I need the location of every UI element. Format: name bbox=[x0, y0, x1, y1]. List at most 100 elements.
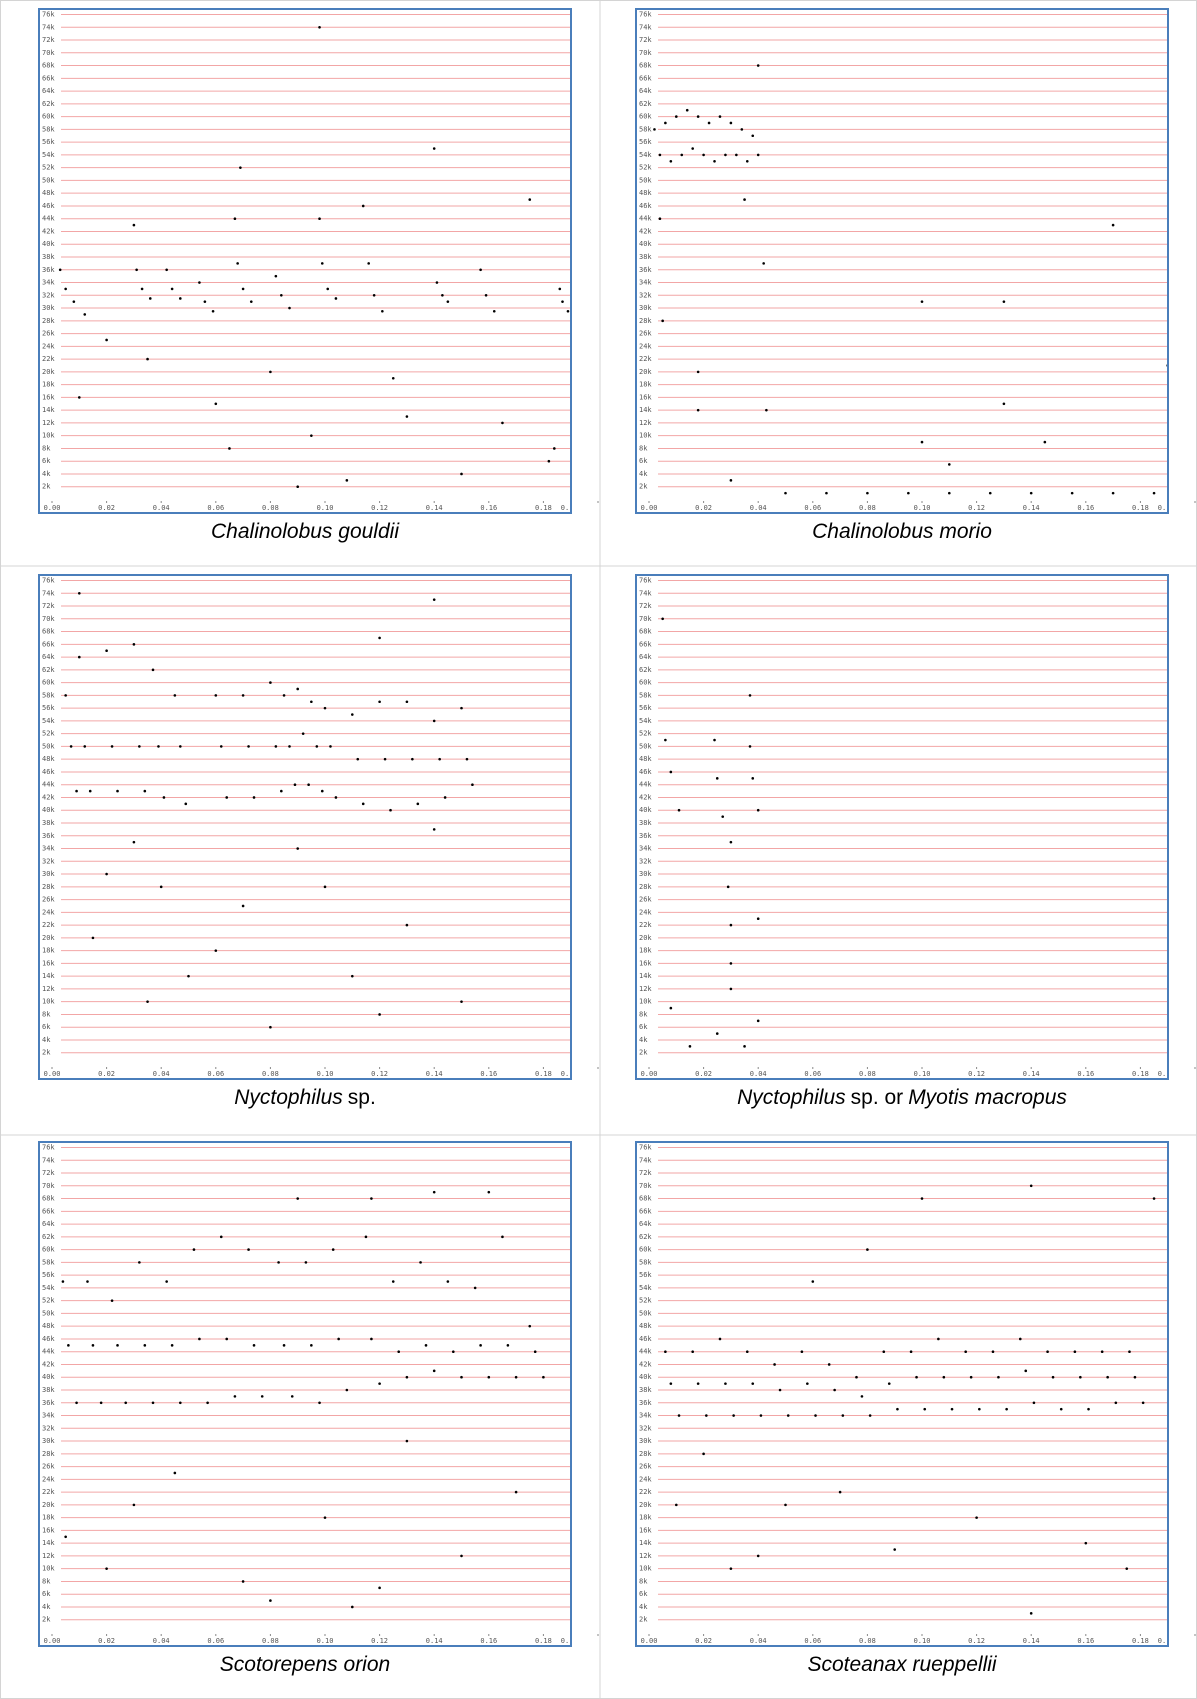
y-tick-label: 48k bbox=[639, 1322, 652, 1330]
y-tick-label: 76k bbox=[639, 577, 652, 585]
y-tick-label: 58k bbox=[639, 691, 652, 699]
data-point bbox=[269, 1599, 272, 1602]
y-tick-label: 40k bbox=[42, 806, 55, 814]
data-point bbox=[907, 492, 910, 495]
x-tick-label: 0. bbox=[1158, 1637, 1166, 1645]
y-tick-label: 68k bbox=[639, 62, 652, 70]
y-tick-label: 56k bbox=[639, 1271, 652, 1279]
data-point bbox=[362, 803, 365, 806]
data-point bbox=[78, 656, 81, 659]
x-tick-label: 0. bbox=[561, 504, 569, 512]
data-point bbox=[174, 694, 177, 697]
y-tick-label: 34k bbox=[639, 1412, 652, 1420]
y-tick-label: 24k bbox=[639, 342, 652, 350]
data-point bbox=[135, 268, 138, 271]
data-point bbox=[689, 1045, 692, 1048]
data-point bbox=[419, 1261, 422, 1264]
data-point bbox=[702, 1453, 705, 1456]
y-tick-label: 74k bbox=[639, 589, 652, 597]
data-point bbox=[433, 598, 436, 601]
data-point bbox=[1134, 1376, 1137, 1379]
y-tick-label: 56k bbox=[639, 138, 652, 146]
data-point bbox=[321, 262, 324, 265]
data-point bbox=[351, 1606, 354, 1609]
y-tick-label: 30k bbox=[42, 870, 55, 878]
caption-part: Scoteanax rueppellii bbox=[807, 1653, 997, 1676]
data-point bbox=[558, 288, 561, 291]
data-point bbox=[1115, 1401, 1118, 1404]
y-tick-label: 56k bbox=[42, 138, 55, 146]
data-point bbox=[225, 796, 228, 799]
data-point bbox=[193, 1248, 196, 1251]
y-tick-label: 42k bbox=[639, 1360, 652, 1368]
data-point bbox=[250, 300, 253, 303]
x-tick-label: 0.08 bbox=[859, 504, 876, 512]
y-tick-label: 18k bbox=[639, 947, 652, 955]
y-tick-label: 46k bbox=[639, 1335, 652, 1343]
data-point bbox=[335, 297, 338, 300]
y-tick-label: 54k bbox=[639, 717, 652, 725]
y-tick-label: 24k bbox=[42, 908, 55, 916]
data-point bbox=[220, 1236, 223, 1239]
data-point bbox=[951, 1408, 954, 1411]
y-tick-label: 48k bbox=[42, 755, 55, 763]
caption: Nyctophilussp. bbox=[234, 1086, 376, 1109]
data-point bbox=[664, 122, 667, 125]
plot-background bbox=[39, 9, 571, 513]
data-point bbox=[111, 1299, 114, 1302]
data-point bbox=[1153, 492, 1156, 495]
caption: Scotorepens orion bbox=[220, 1653, 390, 1676]
spectrogram-panel: 2k4k6k8k10k12k14k16k18k20k22k24k26k28k30… bbox=[39, 9, 598, 513]
y-tick-label: 70k bbox=[639, 49, 652, 57]
y-tick-label: 16k bbox=[42, 1526, 55, 1534]
y-tick-label: 12k bbox=[639, 1552, 652, 1560]
data-point bbox=[406, 924, 409, 927]
data-point bbox=[269, 681, 272, 684]
y-tick-label: 14k bbox=[639, 972, 652, 980]
data-point bbox=[697, 1382, 700, 1385]
data-point bbox=[242, 1580, 245, 1583]
data-point bbox=[741, 128, 744, 131]
y-tick-label: 58k bbox=[42, 691, 55, 699]
y-tick-label: 2k bbox=[639, 1049, 648, 1057]
data-point bbox=[779, 1389, 782, 1392]
data-point bbox=[204, 300, 207, 303]
data-point bbox=[460, 707, 463, 710]
y-tick-label: 12k bbox=[639, 419, 652, 427]
data-point bbox=[735, 154, 738, 157]
data-point bbox=[501, 422, 504, 425]
data-point bbox=[165, 1280, 168, 1283]
y-tick-label: 10k bbox=[639, 998, 652, 1006]
x-tick-label: 0.02 bbox=[98, 1070, 115, 1078]
x-tick-label: 0.00 bbox=[641, 1070, 658, 1078]
data-point bbox=[686, 109, 689, 112]
y-tick-label: 30k bbox=[639, 870, 652, 878]
x-tick-label: 0.06 bbox=[207, 1070, 224, 1078]
data-point bbox=[433, 147, 436, 150]
data-point bbox=[220, 745, 223, 748]
y-tick-label: 26k bbox=[42, 1463, 55, 1471]
x-tick-label: 0. bbox=[1158, 504, 1166, 512]
data-point bbox=[567, 310, 570, 313]
data-point bbox=[296, 485, 299, 488]
y-tick-label: 68k bbox=[42, 628, 55, 636]
y-tick-label: 36k bbox=[639, 832, 652, 840]
y-tick-label: 18k bbox=[639, 1514, 652, 1522]
y-tick-label: 60k bbox=[639, 679, 652, 687]
x-tick-label: 0.14 bbox=[426, 1637, 443, 1645]
y-tick-label: 32k bbox=[639, 857, 652, 865]
data-point bbox=[757, 154, 760, 157]
data-point bbox=[86, 1280, 89, 1283]
caption: Chalinolobus morio bbox=[812, 520, 992, 543]
data-point bbox=[515, 1376, 518, 1379]
y-tick-label: 64k bbox=[42, 653, 55, 661]
data-point bbox=[138, 1261, 141, 1264]
data-point bbox=[528, 1325, 531, 1328]
data-point bbox=[784, 1504, 787, 1507]
y-tick-label: 8k bbox=[42, 1010, 51, 1018]
data-point bbox=[1153, 1197, 1156, 1200]
data-point bbox=[78, 592, 81, 595]
y-tick-label: 44k bbox=[42, 215, 55, 223]
x-tick-label: 0.02 bbox=[98, 504, 115, 512]
data-point bbox=[762, 262, 765, 265]
